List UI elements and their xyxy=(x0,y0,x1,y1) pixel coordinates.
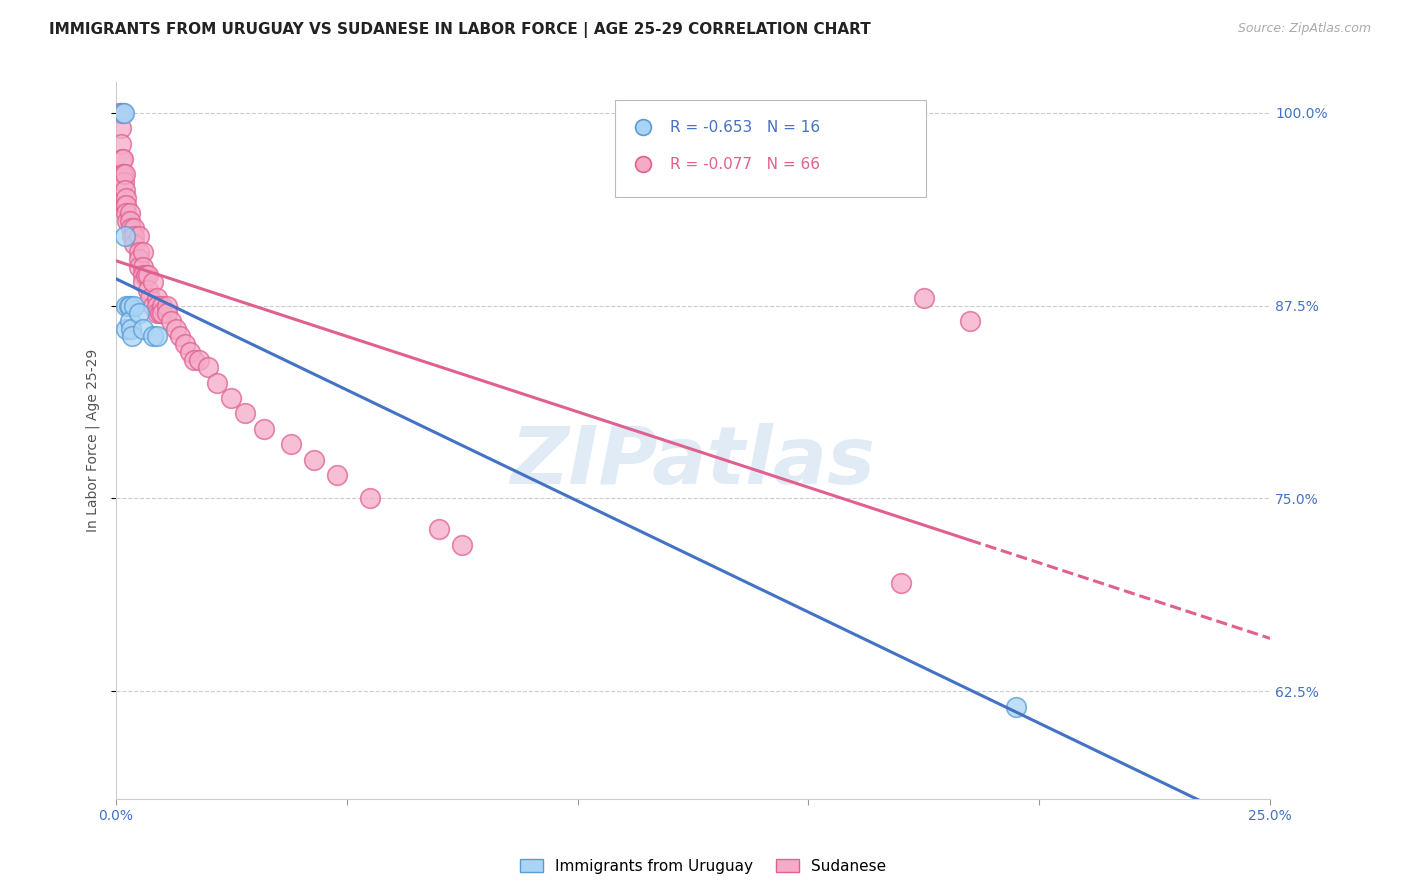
Point xyxy=(111,152,134,166)
Point xyxy=(169,329,191,343)
Legend: Immigrants from Uruguay, Sudanese: Immigrants from Uruguay, Sudanese xyxy=(513,853,893,880)
Point xyxy=(179,344,201,359)
Point xyxy=(304,452,326,467)
Point xyxy=(111,152,134,166)
Point xyxy=(160,314,183,328)
Point xyxy=(280,437,302,451)
Point xyxy=(146,299,169,313)
Text: R = -0.077   N = 66: R = -0.077 N = 66 xyxy=(669,157,820,172)
Point xyxy=(115,190,138,204)
Point xyxy=(146,306,169,320)
Point xyxy=(890,576,912,591)
Point xyxy=(117,213,139,227)
Point xyxy=(112,105,135,120)
Point xyxy=(118,206,141,220)
Point xyxy=(111,168,134,182)
Point xyxy=(1005,699,1028,714)
Point xyxy=(114,198,136,212)
Point xyxy=(149,306,172,320)
Point xyxy=(118,213,141,227)
Text: ZIPatlas: ZIPatlas xyxy=(510,423,876,501)
Point xyxy=(110,121,132,136)
Point xyxy=(114,168,136,182)
Point xyxy=(155,306,177,320)
Point xyxy=(110,105,132,120)
Point xyxy=(132,244,155,259)
Point xyxy=(136,268,159,282)
Point xyxy=(128,260,150,274)
Point xyxy=(146,291,169,305)
Point xyxy=(120,221,142,235)
Point xyxy=(142,329,165,343)
Point xyxy=(142,299,165,313)
Point xyxy=(128,229,150,244)
Point xyxy=(359,491,381,506)
Point xyxy=(174,337,197,351)
Point xyxy=(118,314,141,328)
Text: Source: ZipAtlas.com: Source: ZipAtlas.com xyxy=(1237,22,1371,36)
Point xyxy=(111,105,134,120)
Point xyxy=(122,229,145,244)
Point xyxy=(115,198,138,212)
Point xyxy=(132,276,155,290)
Point xyxy=(959,314,981,328)
Point xyxy=(187,352,209,367)
Point xyxy=(110,105,132,120)
Point xyxy=(219,391,242,405)
Point xyxy=(115,299,138,313)
Point xyxy=(132,260,155,274)
Point xyxy=(114,229,136,244)
Point xyxy=(146,329,169,343)
Point xyxy=(233,407,256,421)
Point xyxy=(150,299,173,313)
Y-axis label: In Labor Force | Age 25-29: In Labor Force | Age 25-29 xyxy=(86,349,100,533)
Point xyxy=(326,468,349,483)
Point xyxy=(132,321,155,335)
Point xyxy=(121,329,143,343)
Point xyxy=(183,352,205,367)
Point xyxy=(451,538,474,552)
Text: IMMIGRANTS FROM URUGUAY VS SUDANESE IN LABOR FORCE | AGE 25-29 CORRELATION CHART: IMMIGRANTS FROM URUGUAY VS SUDANESE IN L… xyxy=(49,22,870,38)
Point xyxy=(115,206,138,220)
FancyBboxPatch shape xyxy=(614,100,927,196)
Point xyxy=(118,299,141,313)
Point xyxy=(128,252,150,267)
Point xyxy=(114,183,136,197)
Text: R = -0.653   N = 16: R = -0.653 N = 16 xyxy=(669,120,820,135)
Point xyxy=(118,299,141,313)
Point xyxy=(155,299,177,313)
Point xyxy=(122,236,145,251)
Point xyxy=(112,168,135,182)
Point xyxy=(150,306,173,320)
Point xyxy=(142,276,165,290)
Point xyxy=(136,283,159,297)
Point xyxy=(128,306,150,320)
Point xyxy=(427,522,450,536)
Point xyxy=(207,376,229,390)
Point xyxy=(912,291,935,305)
Point xyxy=(132,268,155,282)
Point xyxy=(135,268,157,282)
Point xyxy=(121,229,143,244)
Point xyxy=(115,321,138,335)
Point xyxy=(112,175,135,189)
Point xyxy=(128,244,150,259)
Point xyxy=(252,422,274,436)
Point xyxy=(197,360,219,375)
Point xyxy=(122,221,145,235)
Point xyxy=(165,321,187,335)
Point xyxy=(122,299,145,313)
Point xyxy=(120,321,142,335)
Point xyxy=(139,291,162,305)
Point xyxy=(110,136,132,151)
